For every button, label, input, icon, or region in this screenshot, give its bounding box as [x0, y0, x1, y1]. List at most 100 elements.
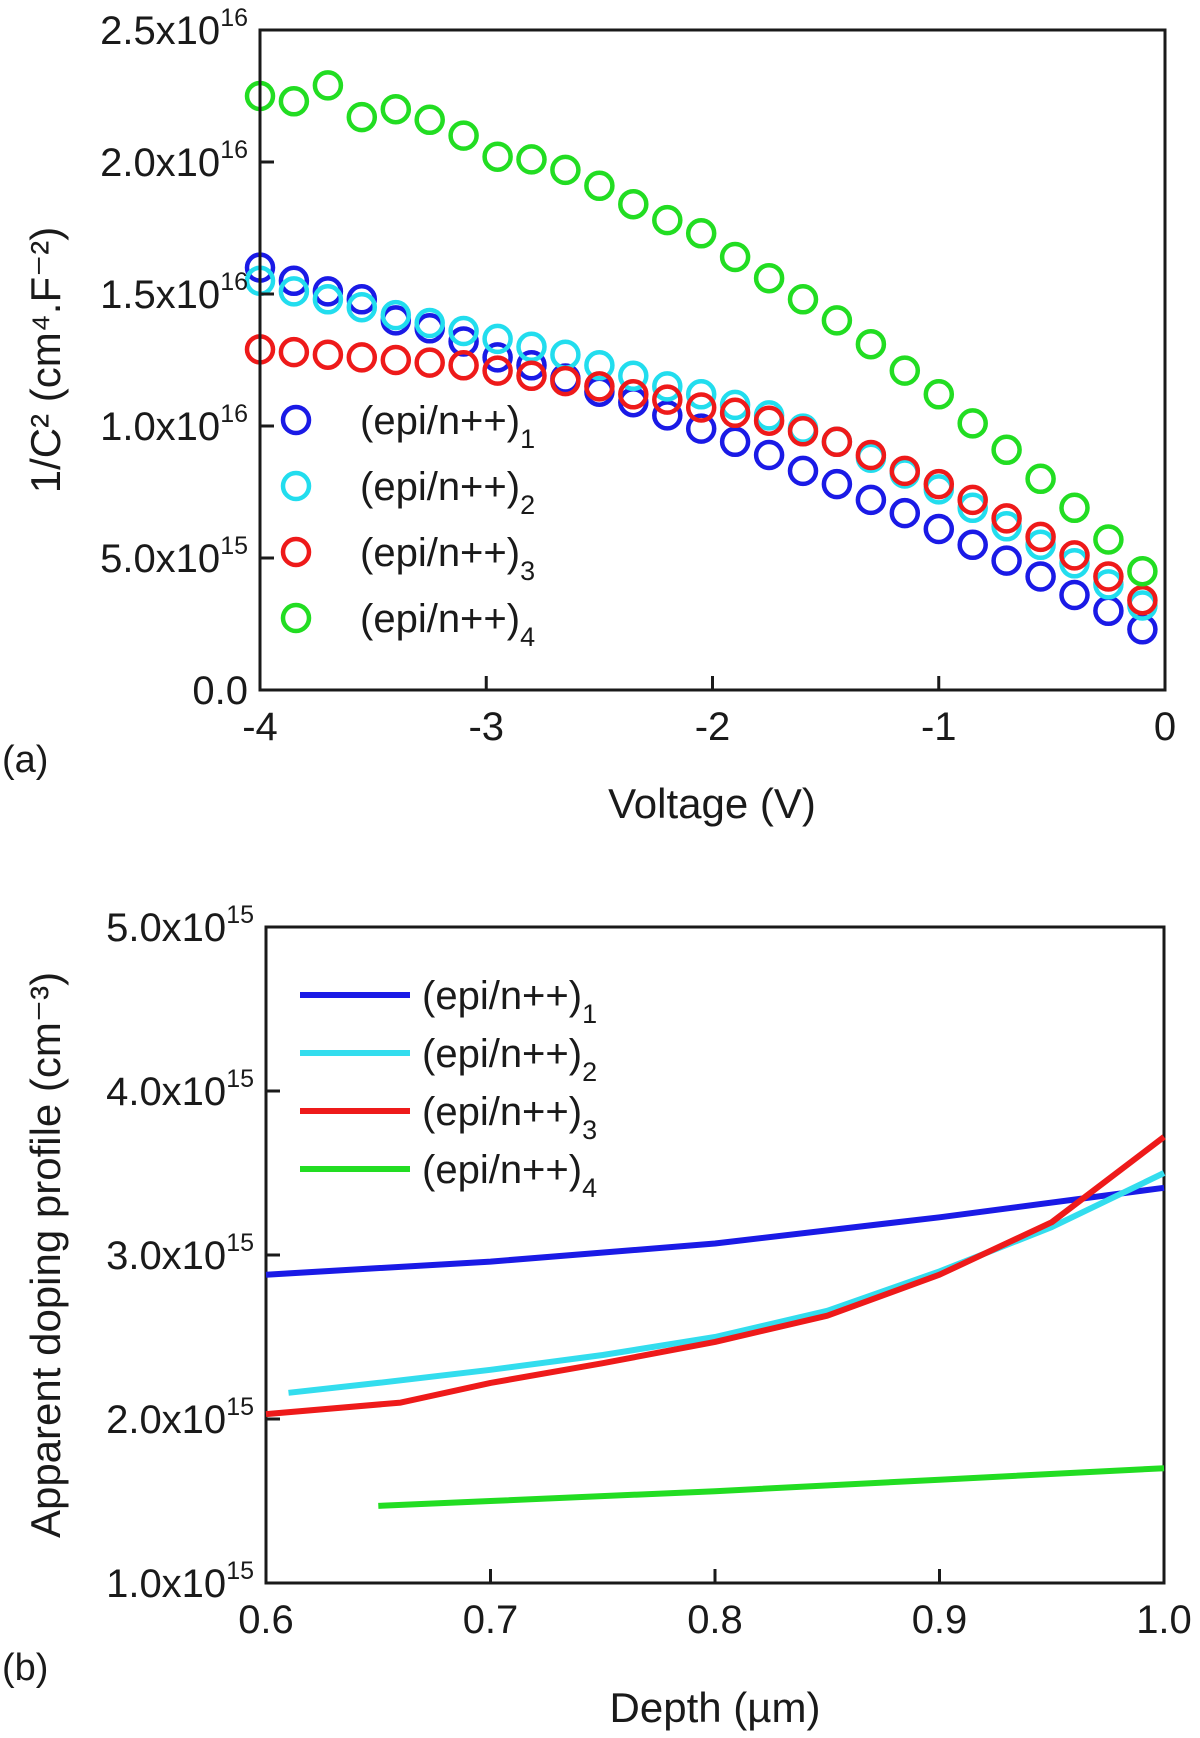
panel-a-series-4-point — [618, 188, 649, 220]
panel-a-series-4-point — [380, 93, 412, 125]
panel-a-series-3-point — [1093, 561, 1124, 592]
panel-a-series-1-point — [855, 484, 887, 516]
panel-b-x-tick-label: 0.9 — [912, 1598, 968, 1642]
panel-a-series-4-point — [991, 434, 1022, 466]
panel-a-series-3-point — [652, 384, 683, 415]
panel-b-series-1-line — [265, 1184, 1165, 1278]
panel-b-legend-label: (epi/n++)3 — [422, 1090, 597, 1145]
panel-a-series-3-point — [380, 344, 412, 376]
panel-a-series-1-point — [652, 400, 683, 431]
panel-a-legend-marker — [280, 404, 312, 436]
panel-a-series-4-point — [685, 218, 717, 249]
panel-a-x-axis-label: Voltage (V) — [608, 780, 816, 827]
panel-a-series-3-point — [889, 455, 921, 487]
panel-b-x-tick-label: 0.7 — [463, 1598, 519, 1642]
panel-a-series-3-point — [991, 503, 1022, 534]
panel-b-legend-label: (epi/n++)1 — [422, 974, 597, 1029]
panel-a-series-4-point — [652, 204, 683, 236]
panel-a-series-1-point — [516, 350, 547, 381]
panel-a-series-3-point — [346, 342, 378, 373]
panel-a-series-4-point — [550, 154, 581, 186]
panel-a-series-1-point — [821, 468, 853, 500]
panel-a-series-4-point — [821, 305, 853, 336]
panel-b-y-axis-label: Apparent doping profile (cm⁻³) — [22, 972, 69, 1538]
panel-a-series-2-point — [685, 379, 717, 410]
panel-a-series-3-point — [1127, 584, 1158, 616]
panel-a-x-tick-label: 0 — [1154, 705, 1176, 749]
panel-a-series-1-point — [753, 439, 785, 471]
panel-a-series-4-point — [278, 86, 310, 117]
panel-a-series-1-point — [278, 265, 310, 297]
panel-a-series-2-point — [482, 323, 513, 355]
panel-b-x-axis-label: Depth (µm) — [610, 1684, 821, 1731]
panel-a-series-1-point — [889, 497, 921, 529]
panel-a-series-2-point — [448, 315, 479, 347]
panel-a-series-4-point — [753, 262, 785, 294]
panel-a-series-1-point — [1093, 595, 1124, 627]
panel-a-series-3-point — [516, 360, 547, 392]
panel-a-y-tick-label: 1.5x1016 — [100, 268, 248, 317]
panel-a-series-4-point — [584, 170, 615, 202]
panel-a-series-3-point — [312, 339, 344, 370]
panel-a-series-3-point — [618, 379, 649, 410]
panel-a-series-3-point — [753, 405, 785, 436]
panel-a-legend-label: (epi/n++)4 — [360, 597, 535, 652]
panel-a-series-2-point — [652, 371, 683, 402]
panel-a-series-3-point — [855, 439, 887, 471]
panel-a-series-3-point — [550, 365, 581, 397]
panel-a-legend-marker — [280, 602, 312, 634]
panel-a-label: (a) — [2, 739, 48, 781]
panel-a-y-tick-label: 1.0x1016 — [100, 400, 248, 449]
panel-a-series-3-point — [448, 350, 479, 381]
panel-b-x-tick-label: 0.6 — [238, 1598, 294, 1642]
panel-a-series-1-point — [923, 513, 955, 545]
panel-b-x-axis: 0.6 0.7 0.8 0.9 1.0 — [238, 1569, 1192, 1642]
panel-a-x-tick-label: -3 — [468, 705, 504, 749]
panel-a-series-4-point — [855, 328, 887, 360]
panel-a-series-2-point — [584, 350, 615, 381]
panel-a-series-1-point — [1025, 561, 1056, 592]
panel-a-plot-frame — [258, 28, 1167, 692]
panel-a-series-4-point — [482, 141, 513, 172]
panel-a-series-4-point — [889, 355, 921, 386]
panel-b-plot-frame — [264, 925, 1166, 1585]
panel-a-series-2-point — [414, 307, 445, 339]
panel-a-series-1-point — [1059, 579, 1090, 611]
panel-a-series-4-point — [346, 101, 378, 133]
panel-a-y-tick-label: 0.0 — [192, 669, 248, 713]
panel-a-legend-marker — [280, 470, 312, 502]
panel-a-series-4-point — [787, 284, 819, 315]
panel-a-series-3-point — [787, 416, 819, 447]
panel-b-y-tick-label: 4.0x1015 — [106, 1065, 254, 1114]
panel-a-series-1-point — [685, 413, 717, 444]
panel-a-series-3-point — [719, 397, 751, 429]
panel-b-y-tick-label: 1.0x1015 — [106, 1557, 254, 1606]
panel-a-series-4-point — [448, 120, 479, 151]
panel-a-y-axis: 0.0 5.0x1015 1.0x1016 1.5x1016 2.0x1016 2.5x1… — [100, 4, 274, 713]
panel-a-series-4-point — [1025, 463, 1056, 495]
panel-b-series-lines — [265, 1134, 1166, 1509]
panel-b-y-tick-label: 2.0x1015 — [106, 1393, 254, 1442]
panel-a-series-2-point — [346, 291, 378, 323]
panel-a-series-4-point — [312, 70, 344, 101]
panel-b-y-tick-label: 5.0x1015 — [106, 901, 254, 950]
panel-a-series-3-point — [1025, 521, 1056, 553]
panel-a-series-2-point — [278, 276, 310, 307]
panel-b-legend-label: (epi/n++)4 — [422, 1148, 597, 1203]
panel-a-series-4-point — [414, 104, 445, 136]
panel-a-series-3-point — [821, 426, 853, 458]
panel-a-y-axis-label: 1/C² (cm⁴.F⁻²) — [22, 227, 69, 494]
panel-b-label: (b) — [2, 1647, 48, 1689]
panel-a-series-1-point — [482, 342, 513, 373]
panel-a-legend-label: (epi/n++)1 — [360, 399, 535, 454]
panel-a-series-2-point — [516, 331, 547, 363]
panel-b-y-tick-label: 3.0x1015 — [106, 1229, 254, 1278]
panel-a-series-4-point — [957, 408, 988, 439]
panel-a-series-4-point — [1059, 492, 1090, 524]
panel-a-y-tick-label: 2.5x1016 — [100, 4, 248, 53]
panel-b-legend-label: (epi/n++)2 — [422, 1032, 597, 1087]
panel-b-series-4-line — [378, 1465, 1165, 1509]
panel-a-series-3-point — [482, 355, 513, 386]
panel-a-series-2-point — [312, 284, 344, 315]
